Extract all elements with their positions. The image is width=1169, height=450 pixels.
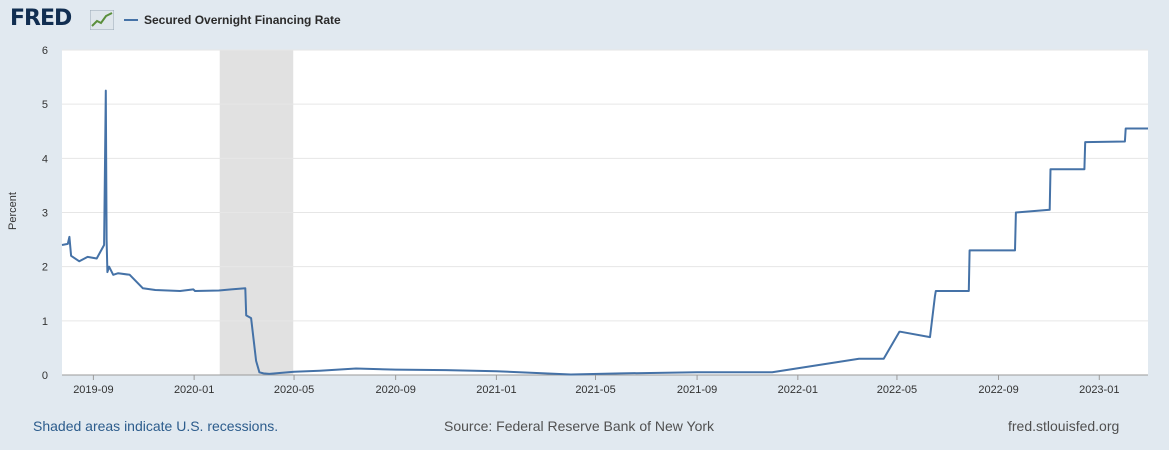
y-tick-label: 2: [42, 262, 48, 274]
chart-area[interactable]: 0 1 2 3 4 5 6 2019-09 2020-01 2020-05 2020-09 2021-…: [0, 40, 1169, 410]
x-tick-label: 2023-01: [1079, 384, 1119, 396]
x-tick-label: 2022-01: [778, 384, 818, 396]
x-tick-label: 2020-09: [375, 384, 415, 396]
x-tick-label: 2022-05: [877, 384, 917, 396]
x-tick-label: 2021-05: [575, 384, 615, 396]
series-line: [61, 89, 1148, 376]
y-tick-label: 3: [42, 208, 48, 220]
y-tick-label: 5: [42, 99, 48, 111]
y-tick-label: 4: [42, 153, 48, 165]
y-tick-label: 0: [42, 370, 48, 382]
x-tick-label: 2020-01: [174, 384, 214, 396]
legend-swatch: [124, 18, 138, 21]
x-tick-label: 2021-09: [677, 384, 717, 396]
legend: Secured Overnight Financing Rate: [124, 13, 341, 27]
legend-label: Secured Overnight Financing Rate: [144, 13, 341, 27]
recession-note: Shaded areas indicate U.S. recessions.: [33, 418, 279, 434]
y-tick-label: 1: [42, 316, 48, 328]
x-tick-label: 2019-09: [73, 384, 113, 396]
y-tick-label: 6: [42, 45, 48, 57]
source-text: Source: Federal Reserve Bank of New York: [444, 418, 715, 434]
fred-logo[interactable]: FRED: [10, 6, 72, 31]
chart-header: FRED Secured Overnight Financing Rate: [0, 0, 1169, 40]
x-tick-label: 2022-09: [978, 384, 1018, 396]
fred-chart-icon: [90, 10, 114, 30]
x-tick-label: 2021-01: [476, 384, 516, 396]
site-link[interactable]: fred.stlouisfed.org: [1008, 418, 1120, 434]
x-tick-label: 2020-05: [274, 384, 314, 396]
